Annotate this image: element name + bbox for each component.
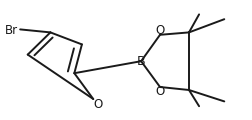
Text: O: O xyxy=(155,24,165,36)
Text: O: O xyxy=(155,85,165,98)
Text: O: O xyxy=(93,98,102,111)
Text: Br: Br xyxy=(5,24,18,36)
Text: B: B xyxy=(136,55,145,68)
